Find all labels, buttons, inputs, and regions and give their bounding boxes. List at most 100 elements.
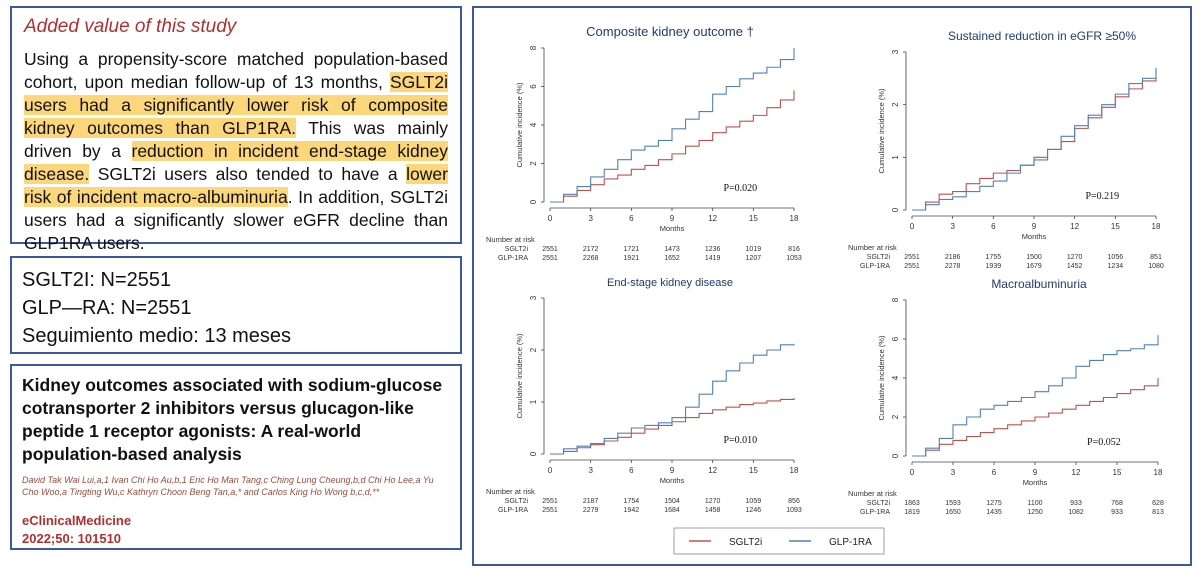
risk-value: 1863 [904, 500, 920, 507]
p-value: P=0.052 [1087, 437, 1121, 448]
risk-value: 1652 [664, 255, 680, 262]
risk-value: 1921 [624, 255, 640, 262]
x-tick-label: 3 [951, 468, 956, 477]
x-tick-label: 9 [1032, 222, 1037, 231]
p-value: P=0.020 [723, 183, 757, 194]
y-tick-label: 1 [529, 399, 538, 404]
y-tick-label: 4 [529, 122, 538, 127]
series-line-sglt2i [550, 397, 795, 455]
x-tick-label: 18 [790, 466, 799, 475]
risk-value: 1053 [786, 255, 802, 262]
sglt2i-count: SGLT2I: N=2551 [22, 269, 172, 291]
x-tick-label: 0 [548, 466, 553, 475]
x-tick-label: 9 [670, 214, 675, 223]
risk-table-header: Number at risk [848, 243, 897, 252]
risk-value: 1755 [986, 254, 1002, 261]
risk-value: 1419 [705, 255, 721, 262]
y-tick-label: 2 [891, 414, 900, 419]
x-tick-label: 15 [749, 466, 758, 475]
y-axis-label: Cumulative incidence (%) [877, 335, 886, 421]
risk-value: 1504 [664, 498, 680, 505]
risk-value: 2551 [542, 498, 558, 505]
paper-authors: David Tak Wai Lui,a,1 Ivan Chi Ho Au,b,1… [22, 475, 434, 497]
risk-value: 1275 [986, 500, 1002, 507]
y-tick-label: 3 [529, 295, 538, 300]
risk-value: 1684 [664, 507, 680, 514]
risk-value: 2551 [904, 254, 920, 261]
risk-row-label: GLP-1RA [860, 263, 890, 270]
y-tick-label: 2 [891, 102, 900, 107]
risk-value: 1458 [705, 507, 721, 514]
risk-value: 1593 [945, 500, 961, 507]
chart-title: Sustained reduction in eGFR ≥50% [948, 29, 1136, 43]
risk-value: 1250 [1027, 509, 1043, 516]
chart-title: End-stage kidney disease [607, 277, 733, 289]
x-tick-label: 12 [1072, 468, 1081, 477]
y-axis-label: Cumulative incidence (%) [515, 333, 524, 419]
x-tick-label: 6 [991, 222, 996, 231]
text-segment: This was mainly driven by a [24, 118, 448, 161]
sample-size-panel: SGLT2I: N=2551 GLP—RA: N=2551 Seguimient… [10, 256, 462, 354]
risk-value: 1721 [624, 246, 640, 253]
risk-value: 1059 [746, 498, 762, 505]
x-tick-label: 15 [749, 214, 758, 223]
y-tick-label: 6 [529, 84, 538, 89]
risk-value: 2551 [542, 246, 558, 253]
risk-value: 813 [1152, 509, 1164, 516]
x-tick-label: 3 [950, 222, 955, 231]
risk-table-header: Number at risk [848, 489, 897, 498]
risk-value: 1679 [1026, 263, 1042, 270]
y-axis-label: Cumulative incidence (%) [877, 88, 886, 174]
risk-row-label: SGLT2i [505, 498, 529, 505]
risk-value: 1270 [1067, 254, 1083, 261]
risk-value: 2551 [904, 263, 920, 270]
risk-value: 1452 [1067, 263, 1083, 270]
risk-value: 2186 [945, 254, 961, 261]
risk-value: 1500 [1026, 254, 1042, 261]
x-axis-label: Months [1022, 232, 1047, 241]
x-tick-label: 9 [1033, 468, 1038, 477]
risk-value: 1435 [986, 509, 1002, 516]
journal-citation: 2022;50: 101510 [22, 531, 122, 546]
glp1ra-count: GLP—RA: N=2551 [22, 297, 192, 319]
risk-value: 1754 [624, 498, 640, 505]
risk-value: 1080 [1148, 263, 1164, 270]
risk-value: 1650 [945, 509, 961, 516]
p-value: P=0.219 [1085, 191, 1119, 202]
risk-value: 1234 [1108, 263, 1124, 270]
y-tick-label: 4 [891, 375, 900, 380]
y-tick-label: 0 [891, 453, 900, 458]
risk-value: 1019 [746, 246, 762, 253]
y-axis-label: Cumulative incidence (%) [515, 82, 524, 168]
risk-value: 933 [1111, 509, 1123, 516]
risk-value: 2172 [583, 246, 599, 253]
series-line-glp-1ra [912, 67, 1157, 211]
x-tick-label: 18 [790, 214, 799, 223]
charts-panel: Composite kidney outcome † 0 2 4 6 8 0 3 6 9 12 15 1… [472, 6, 1192, 566]
risk-row-label: SGLT2i [867, 254, 891, 261]
paper-citation-panel: Kidney outcomes associated with sodium-g… [10, 364, 462, 550]
x-tick-label: 0 [910, 468, 915, 477]
x-tick-label: 0 [548, 214, 553, 223]
risk-table-header: Number at risk [486, 235, 535, 244]
risk-value: 2268 [583, 255, 599, 262]
text-segment: SGLT2i users also tended to have a [89, 164, 407, 184]
journal-name: eClinicalMedicine [22, 513, 132, 528]
y-tick-label: 6 [891, 336, 900, 341]
text-segment: Using a propensity-score matched populat… [24, 49, 448, 92]
risk-value: 816 [788, 246, 800, 253]
p-value: P=0.010 [723, 435, 757, 446]
risk-value: 1939 [986, 263, 1002, 270]
risk-value: 2278 [945, 263, 961, 270]
legend-label: GLP-1RA [829, 537, 872, 548]
x-tick-label: 18 [1152, 222, 1161, 231]
risk-value: 1236 [705, 246, 721, 253]
x-tick-label: 12 [708, 466, 717, 475]
series-line-sglt2i [550, 90, 795, 203]
chart-title: Macroalbuminuria [991, 277, 1087, 291]
y-tick-label: 0 [529, 451, 538, 456]
risk-value: 933 [1070, 500, 1082, 507]
x-tick-label: 6 [992, 468, 997, 477]
x-tick-label: 6 [629, 214, 634, 223]
